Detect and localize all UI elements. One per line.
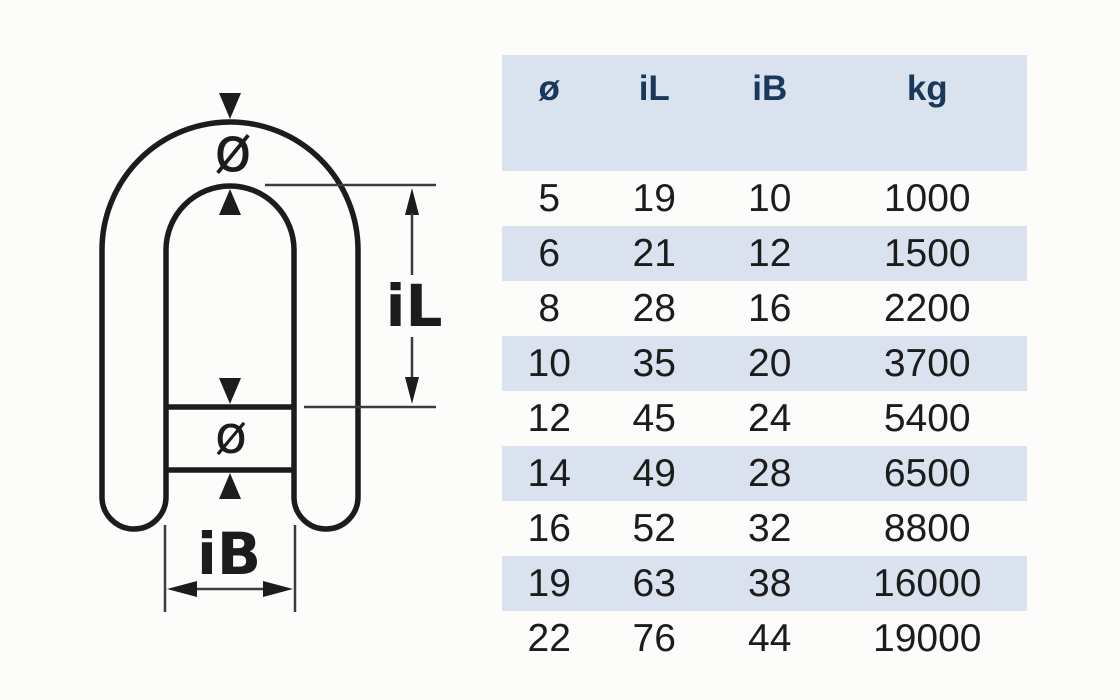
inner-width-label: iB [197,520,261,588]
table-cell: 28 [712,446,828,501]
arrow-down-icon [219,378,241,404]
table-cell: 19000 [873,616,982,660]
table-cell: 19 [632,176,676,220]
table-cell: 16000 [827,556,1027,611]
table-cell: 63 [596,556,712,611]
column-header-diameter: ø [502,55,597,171]
table-cell: 28 [632,286,676,330]
arrow-up-icon [405,188,419,215]
spec-table: ø iL iB kg 5 19 10 1000 6 21 12 1500 8 28 16 2200 10… [502,55,1027,666]
inner-length-dimension: iL [265,183,443,409]
inner-width-dimension: iB [163,520,297,612]
table-cell: 3700 [827,336,1027,391]
table-row: 8 28 16 2200 [502,281,1027,336]
material-diameter-callout: ø [214,93,252,215]
table-cell: 16 [527,506,571,550]
table-row: 10 35 20 3700 [502,336,1027,391]
table-cell: 21 [596,226,712,281]
table-cell: 19 [502,556,597,611]
table-row: 19 63 38 16000 [502,556,1027,611]
table-cell: 8 [538,286,561,330]
table-cell: 10 [748,176,792,220]
material-diameter-symbol: ø [214,113,252,186]
table-cell: 6 [502,226,597,281]
table-row: 22 76 44 19000 [502,611,1027,666]
shackle-diagram: ø ø iL iB [99,93,443,612]
column-header-load-kg: kg [827,55,1027,171]
arrow-up-icon [219,473,241,499]
table-cell: 8800 [883,506,971,550]
table-cell: 1500 [827,226,1027,281]
table-cell: 2200 [883,286,971,330]
arrow-up-icon [219,189,241,215]
table-cell: 10 [502,336,597,391]
pin-diameter-callout: ø [215,378,247,499]
table-cell: 20 [712,336,828,391]
table-row: 12 45 24 5400 [502,391,1027,446]
table-cell: 24 [748,396,792,440]
table-cell: 6500 [827,446,1027,501]
table-cell: 44 [748,616,792,660]
table-cell: 76 [632,616,676,660]
table-cell: 14 [502,446,597,501]
arrow-down-icon [405,377,419,404]
shackle-bow-outline [99,119,361,532]
dimensions-table: ø iL iB kg 5 19 10 1000 6 21 12 1500 8 28 16 2200 10… [502,55,1027,666]
column-header-inner-length: iL [596,55,712,171]
arrow-left-icon [167,581,197,597]
table-cell: 32 [748,506,792,550]
table-body: 5 19 10 1000 6 21 12 1500 8 28 16 2200 10 35 20 3700 12 4… [502,171,1027,666]
table-cell: 12 [527,396,571,440]
inner-length-label: iL [386,272,443,340]
arrow-right-icon [263,581,293,597]
table-cell: 12 [712,226,828,281]
table-cell: 16 [748,286,792,330]
table-cell: 22 [527,616,571,660]
table-cell: 5400 [883,396,971,440]
shackle-pin [166,404,294,473]
table-cell: 38 [712,556,828,611]
table-header-row: ø iL iB kg [502,55,1027,171]
table-cell: 1000 [883,176,971,220]
table-cell: 52 [632,506,676,550]
pin-diameter-symbol: ø [215,405,247,466]
arrow-down-icon [219,93,241,119]
table-cell: 35 [596,336,712,391]
table-row: 5 19 10 1000 [502,171,1027,226]
table-row: 16 52 32 8800 [502,501,1027,556]
table-cell: 5 [538,176,561,220]
table-row: 14 49 28 6500 [502,446,1027,501]
table-cell: 49 [596,446,712,501]
table-row: 6 21 12 1500 [502,226,1027,281]
column-header-inner-width: iB [712,55,828,171]
table-header: ø iL iB kg [502,55,1027,171]
table-cell: 45 [632,396,676,440]
